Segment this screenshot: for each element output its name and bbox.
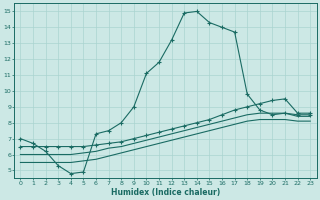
X-axis label: Humidex (Indice chaleur): Humidex (Indice chaleur): [111, 188, 220, 197]
